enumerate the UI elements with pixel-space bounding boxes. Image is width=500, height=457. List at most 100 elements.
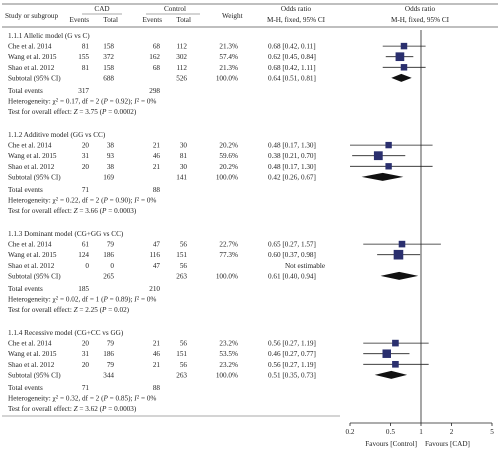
heterogeneity-text-part: I bbox=[133, 296, 137, 304]
study-name: Wang et al. 2015 bbox=[8, 251, 57, 259]
overall-effect-text-part: Z bbox=[74, 207, 79, 215]
favours-control: Favours [Control] bbox=[365, 440, 417, 448]
heterogeneity-text-part: = 0.89); bbox=[108, 296, 134, 304]
subtotal-control-total: 141 bbox=[176, 173, 187, 181]
heterogeneity-text-part: Heterogeneity: bbox=[8, 98, 53, 106]
total-events-control: 210 bbox=[149, 285, 160, 293]
subtotal-ci-text: 0.42 [0.26, 0.67] bbox=[268, 173, 316, 181]
study-marker bbox=[400, 42, 408, 50]
heterogeneity-text-part: = 0.92); bbox=[108, 98, 134, 106]
overall-effect-text-part: = 0.02) bbox=[106, 306, 129, 314]
study-control-total: 302 bbox=[176, 53, 187, 61]
study-name: Che et al. 2014 bbox=[8, 241, 52, 249]
study-name: Che et al. 2014 bbox=[8, 142, 52, 150]
subtotal-cad-total: 344 bbox=[103, 371, 114, 379]
overall-effect-text-part: = 0.0003) bbox=[106, 405, 136, 413]
group-title: 1.1.2 Additive model (GG vs CC) bbox=[8, 131, 106, 139]
subtotal-control-total: 263 bbox=[176, 371, 187, 379]
study-control-total: 151 bbox=[176, 350, 187, 358]
study-control-total: 56 bbox=[180, 361, 188, 369]
study-ci-text: 0.60 [0.37, 0.98] bbox=[268, 251, 316, 259]
study-control-total: 30 bbox=[180, 142, 188, 150]
study-cad-total: 158 bbox=[103, 43, 114, 51]
study-cad-total: 372 bbox=[103, 53, 114, 61]
header-weight: Weight bbox=[222, 12, 243, 20]
study-ci-text: 0.68 [0.42, 1.11] bbox=[268, 64, 316, 72]
group-title: 1.1.3 Dominant model (CG+GG vs CC) bbox=[8, 230, 124, 238]
overall-effect-text: Test for overall effect: Z = 3.75 (P = 0… bbox=[8, 108, 137, 116]
overall-effect-text-part: P bbox=[101, 405, 107, 413]
study-cad-events: 20 bbox=[82, 142, 90, 150]
heterogeneity-text-part: 2 bbox=[137, 296, 140, 301]
study-cad-events: 20 bbox=[82, 361, 90, 369]
heterogeneity-text-part: = 0% bbox=[139, 296, 156, 304]
overall-effect-text: Test for overall effect: Z = 3.62 (P = 0… bbox=[8, 405, 137, 413]
study-cad-events: 20 bbox=[82, 340, 90, 348]
header-plot-sub: M-H, fixed, 95% CI bbox=[391, 16, 450, 24]
study-marker bbox=[373, 151, 383, 161]
x-tick-label: 1 bbox=[419, 428, 423, 436]
heterogeneity-text-part: = 0.32, df = 2 ( bbox=[58, 395, 104, 403]
heterogeneity-text: Heterogeneity: χ2 = 0.32, df = 2 (P = 0.… bbox=[8, 395, 156, 403]
total-events-cad: 185 bbox=[78, 285, 89, 293]
study-control-total: 112 bbox=[176, 64, 187, 72]
heterogeneity-text: Heterogeneity: χ2 = 0.02, df = 1 (P = 0.… bbox=[8, 296, 156, 304]
study-ci-text: 0.68 [0.42, 0.11] bbox=[268, 43, 316, 51]
total-events-control: 88 bbox=[153, 186, 161, 194]
total-events-label: Total events bbox=[8, 87, 43, 95]
x-tick-label: 0.2 bbox=[346, 428, 355, 436]
study-marker bbox=[385, 141, 392, 149]
study-cad-events: 31 bbox=[82, 350, 90, 358]
subtotal-cad-total: 169 bbox=[103, 173, 114, 181]
study-cad-events: 81 bbox=[82, 43, 90, 51]
overall-effect-text-part: = 0.0002) bbox=[106, 108, 136, 116]
subtotal-control-total: 263 bbox=[176, 272, 187, 280]
study-weight: 20.2% bbox=[219, 142, 238, 150]
x-tick-label: 0.5 bbox=[386, 428, 395, 436]
study-ci-text: 0.46 [0.27, 0.77] bbox=[268, 350, 316, 358]
overall-effect-text-part: P bbox=[101, 207, 107, 215]
study-weight: 20.2% bbox=[219, 163, 238, 171]
subtotal-diamond bbox=[361, 172, 404, 181]
total-events-label: Total events bbox=[8, 285, 43, 293]
study-ci-text: 0.56 [0.27, 1.19] bbox=[268, 361, 316, 369]
overall-effect-text-part: = 0.0003) bbox=[106, 207, 136, 215]
subtotal-label: Subtotal (95% CI) bbox=[8, 74, 61, 82]
study-cad-total: 38 bbox=[107, 142, 115, 150]
study-name: Wang et al. 2015 bbox=[8, 152, 57, 160]
study-name: Wang et al. 2015 bbox=[8, 53, 57, 61]
study-cad-total: 186 bbox=[103, 251, 114, 259]
study-ci-text: 0.48 [0.17, 1.30] bbox=[268, 163, 316, 171]
heterogeneity-text-part: χ bbox=[53, 395, 57, 403]
study-control-events: 46 bbox=[153, 350, 161, 358]
study-cad-events: 31 bbox=[82, 152, 90, 160]
header-cad: CAD bbox=[94, 5, 109, 13]
total-events-cad: 71 bbox=[82, 186, 90, 194]
study-weight: 57.4% bbox=[219, 53, 238, 61]
header-control: Control bbox=[164, 5, 186, 13]
header-control-total: Total bbox=[176, 16, 191, 24]
study-cad-total: 79 bbox=[107, 241, 115, 249]
study-weight: 21.3% bbox=[219, 43, 238, 51]
study-cad-events: 0 bbox=[85, 262, 89, 270]
subtotal-diamond bbox=[380, 271, 419, 280]
study-name: Shao et al. 2012 bbox=[8, 163, 55, 171]
study-marker bbox=[398, 240, 406, 248]
overall-effect-text-part: Test for overall effect: bbox=[8, 108, 74, 116]
study-cad-events: 81 bbox=[82, 64, 90, 72]
heterogeneity-text-part: 2 bbox=[137, 395, 140, 400]
study-name: Wang et al. 2015 bbox=[8, 350, 57, 358]
study-control-total: 56 bbox=[180, 262, 188, 270]
favours-cad: Favours [CAD] bbox=[425, 440, 470, 448]
overall-effect-text-part: = 3.75 ( bbox=[78, 108, 103, 116]
subtotal-cad-total: 688 bbox=[103, 74, 114, 82]
subtotal-weight: 100.0% bbox=[216, 371, 238, 379]
heterogeneity-text-part: Heterogeneity: bbox=[8, 395, 53, 403]
study-cad-events: 61 bbox=[82, 241, 90, 249]
study-control-events: 21 bbox=[153, 340, 161, 348]
total-events-cad: 71 bbox=[82, 384, 90, 392]
subtotal-label: Subtotal (95% CI) bbox=[8, 272, 61, 280]
overall-effect-text-part: Z bbox=[74, 108, 79, 116]
study-cad-total: 158 bbox=[103, 64, 114, 72]
